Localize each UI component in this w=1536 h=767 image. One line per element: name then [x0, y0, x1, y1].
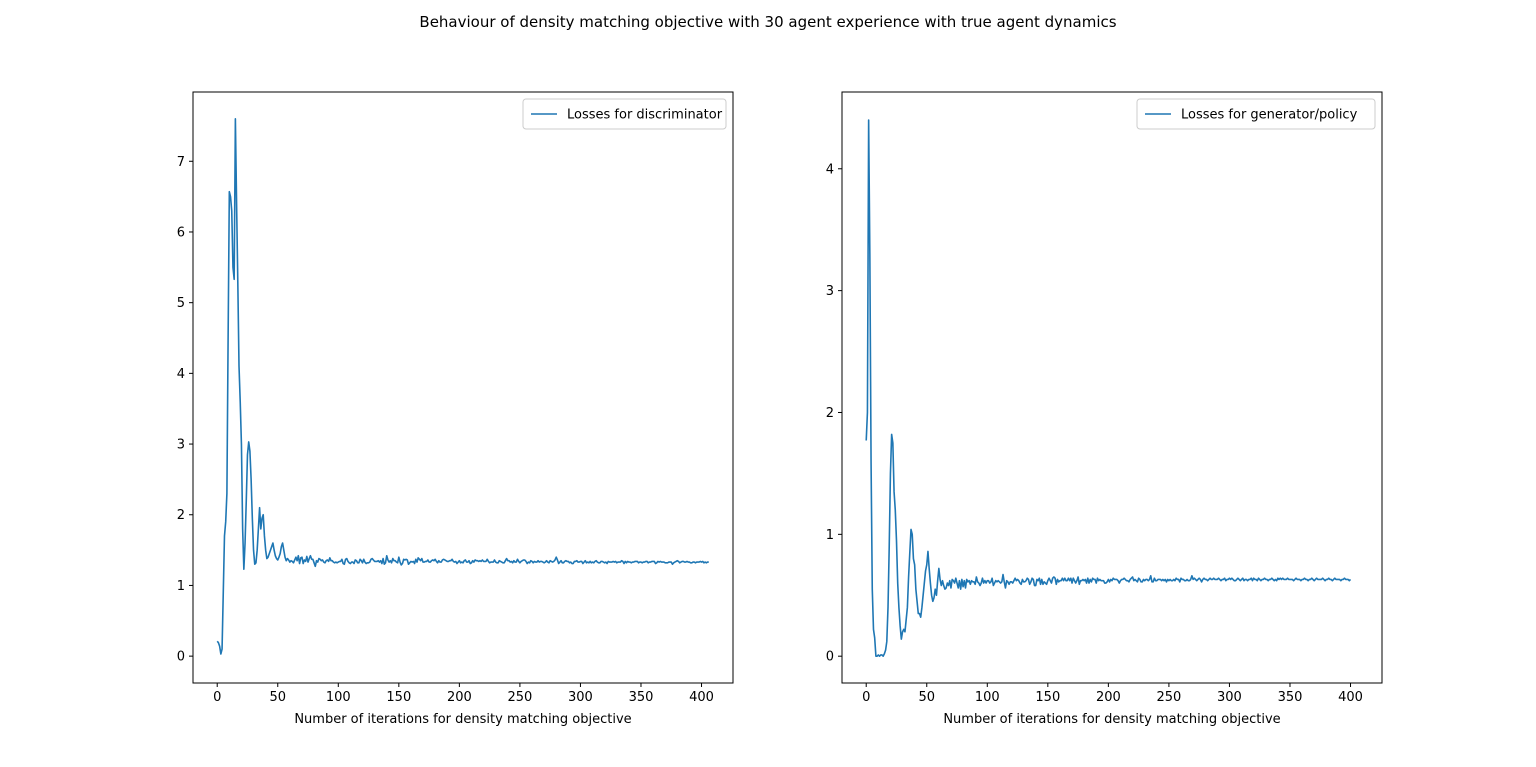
y-tick-label: 0	[826, 650, 834, 665]
x-tick-label: 100	[975, 690, 1000, 705]
x-tick-label: 400	[1338, 690, 1363, 705]
y-tick-label: 2	[177, 508, 185, 523]
generator-loss-panel: 0 50 100 150 200 250 300 350 400 0 1 2 3 4 Number of…	[826, 91, 1383, 727]
x-tick-label: 250	[1156, 690, 1181, 705]
figure-suptitle: Behaviour of density matching objective …	[419, 13, 1116, 31]
x-tick-label: 100	[326, 690, 351, 705]
x-tick-label: 200	[1096, 690, 1121, 705]
generator-legend: Losses for generator/policy	[1136, 98, 1376, 130]
discriminator-legend: Losses for discriminator	[522, 98, 727, 130]
discriminator-plot-frame	[192, 91, 734, 684]
y-tick-label: 4	[826, 162, 834, 177]
discriminator-legend-box	[522, 98, 727, 130]
x-tick-label: 350	[1278, 690, 1303, 705]
y-tick-label: 1	[826, 528, 834, 543]
x-tick-label: 300	[1217, 690, 1242, 705]
y-tick-label: 7	[177, 155, 185, 170]
discriminator-x-axis-label: Number of iterations for density matchin…	[294, 712, 631, 727]
discriminator-loss-panel: 0 50 100 150 200 250 300 350 400 0 1 2 3 4 5 6 7 Number…	[177, 91, 734, 727]
y-tick-label: 6	[177, 225, 185, 240]
x-tick-label: 50	[269, 690, 286, 705]
generator-x-axis-label: Number of iterations for density matchin…	[943, 712, 1280, 727]
x-tick-label: 300	[568, 690, 593, 705]
generator-loss-line	[865, 119, 1352, 657]
y-tick-label: 2	[826, 406, 834, 421]
x-tick-label: 50	[918, 690, 935, 705]
discriminator-legend-label: Losses for discriminator	[567, 108, 723, 123]
x-tick-label: 150	[386, 690, 411, 705]
y-tick-label: 5	[177, 296, 185, 311]
y-tick-label: 3	[826, 284, 834, 299]
x-tick-label: 0	[213, 690, 221, 705]
x-tick-label: 0	[862, 690, 870, 705]
generator-y-ticks: 0 1 2 3 4	[826, 162, 842, 665]
generator-legend-label: Losses for generator/policy	[1181, 108, 1358, 123]
generator-legend-box	[1136, 98, 1376, 130]
y-tick-label: 0	[177, 650, 185, 665]
discriminator-y-ticks: 0 1 2 3 4 5 6 7	[177, 155, 193, 665]
x-tick-label: 250	[507, 690, 532, 705]
y-tick-label: 4	[177, 367, 185, 382]
discriminator-x-ticks: 0 50 100 150 200 250 300 350 400	[213, 683, 714, 705]
y-tick-label: 1	[177, 579, 185, 594]
x-tick-label: 350	[629, 690, 654, 705]
generator-plot-frame	[841, 91, 1383, 684]
x-tick-label: 150	[1035, 690, 1060, 705]
x-tick-label: 200	[447, 690, 472, 705]
y-tick-label: 3	[177, 438, 185, 453]
generator-x-ticks: 0 50 100 150 200 250 300 350 400	[862, 683, 1363, 705]
x-tick-label: 400	[689, 690, 714, 705]
discriminator-loss-line	[216, 118, 709, 655]
